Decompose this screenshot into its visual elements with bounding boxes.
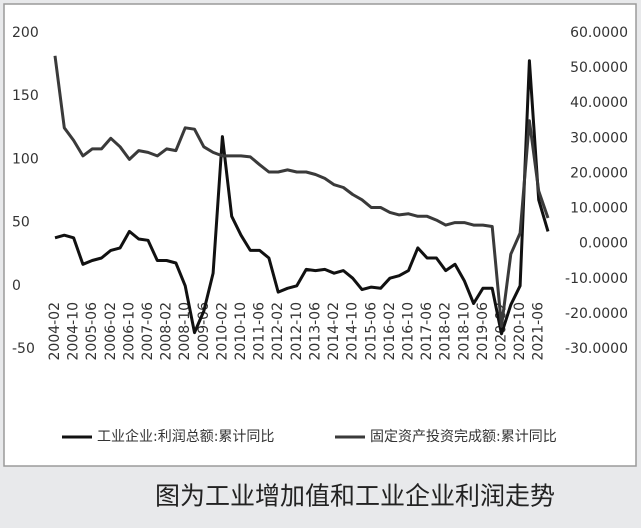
y2-tick-label: -20.0000 <box>565 306 628 322</box>
x-tick-label: 2006-02 <box>103 302 119 361</box>
y-tick-label: -50 <box>12 341 35 357</box>
x-tick-label: 2007-06 <box>140 302 156 361</box>
x-tick-label: 2011-06 <box>252 302 268 361</box>
y2-tick-label: 40.0000 <box>570 95 628 111</box>
series-line <box>53 55 550 328</box>
y2-tick-label: 10.0000 <box>570 201 628 217</box>
x-tick-label: 2008-10 <box>177 302 193 361</box>
y-tick-label: 100 <box>12 151 39 167</box>
x-tick-label: 2020-10 <box>512 302 528 361</box>
x-tick-label: 2016-02 <box>382 302 398 361</box>
y2-tick-label: -10.0000 <box>565 271 628 287</box>
caption: 图为工业增加值和工业企业利润走势 <box>155 482 555 511</box>
x-tick-label: 2006-10 <box>121 302 137 361</box>
x-tick-label: 2018-10 <box>456 302 472 361</box>
x-tick-label: 2004-10 <box>66 302 82 361</box>
x-tick-label: 2004-02 <box>47 302 63 361</box>
y-tick-label: 200 <box>12 25 39 41</box>
y-tick-label: 50 <box>12 215 30 231</box>
x-tick-label: 2010-10 <box>233 302 249 361</box>
x-tick-label: 2018-02 <box>438 302 454 361</box>
y2-tick-label: 60.0000 <box>570 25 628 41</box>
x-tick-label: 2016-10 <box>400 302 416 361</box>
x-tick-label: 2015-06 <box>363 302 379 361</box>
y-tick-label: 150 <box>12 88 39 104</box>
y2-tick-label: 50.0000 <box>570 60 628 76</box>
legend-label: 工业企业:利润总额:累计同比 <box>97 428 274 445</box>
x-tick-label: 2013-06 <box>307 302 323 361</box>
x-tick-label: 2019-06 <box>475 302 491 361</box>
x-tick-label: 2014-02 <box>326 302 342 361</box>
x-tick-label: 2008-02 <box>159 302 175 361</box>
x-tick-label: 2012-02 <box>270 302 286 361</box>
x-tick-label: 2017-06 <box>419 302 435 361</box>
y2-tick-label: 0.0000 <box>579 236 628 252</box>
x-tick-label: 2005-06 <box>84 302 100 361</box>
x-tick-label: 2010-02 <box>214 302 230 361</box>
x-tick-label: 2012-10 <box>289 302 305 361</box>
chart-frame <box>3 3 637 467</box>
y2-tick-label: 30.0000 <box>570 130 628 146</box>
y-tick-label: 0 <box>12 278 21 294</box>
x-tick-label: 2014-10 <box>345 302 361 361</box>
legend-label: 固定资产投资完成额:累计同比 <box>370 429 557 445</box>
series-line <box>54 59 550 336</box>
y2-tick-label: -30.0000 <box>565 341 628 357</box>
y2-tick-label: 20.0000 <box>570 165 628 181</box>
x-tick-label: 2021-06 <box>531 302 547 361</box>
